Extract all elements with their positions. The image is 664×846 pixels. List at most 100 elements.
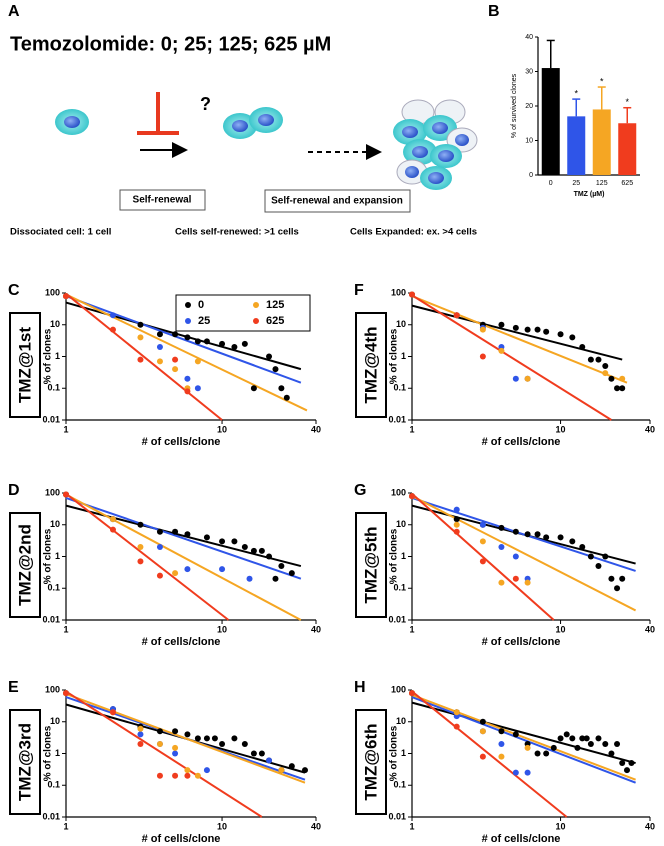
point [595, 735, 602, 742]
point [194, 385, 201, 392]
y-axis-title: % of clones [43, 328, 54, 384]
fit-line [411, 690, 568, 818]
point [301, 767, 308, 774]
point [608, 575, 615, 582]
point [574, 744, 581, 751]
point [109, 516, 116, 523]
box-label: Self-renewal [133, 195, 192, 206]
point [569, 735, 576, 742]
x-tick-label: 1 [63, 821, 68, 831]
point [453, 528, 460, 535]
point [219, 340, 226, 347]
y-axis-title: % of clones [43, 528, 54, 584]
point [272, 575, 279, 582]
point [550, 744, 557, 751]
x-tick-label: 40 [645, 624, 655, 634]
point [250, 547, 257, 554]
y-tick-label: 100 [391, 684, 406, 694]
point [534, 750, 541, 757]
point [156, 728, 163, 735]
point [203, 338, 210, 345]
point [137, 740, 144, 747]
point [231, 538, 238, 545]
point [194, 735, 201, 742]
y-tick-label: 0 [529, 172, 533, 179]
point [63, 293, 69, 300]
legend-box [175, 294, 311, 332]
y-tick-label: 1 [55, 551, 60, 561]
x-axis-title: # of cells/clone [142, 436, 221, 448]
y-tick-label: 0.01 [388, 414, 406, 424]
cell-cluster [393, 99, 478, 190]
point [137, 356, 144, 363]
point [479, 538, 486, 545]
tag-box [9, 312, 41, 418]
y-tick-label: 0.1 [47, 583, 60, 593]
tag: TMZ@5th [361, 526, 380, 603]
point [608, 750, 615, 757]
x-tick-label: 125 [596, 180, 608, 187]
point [453, 516, 460, 523]
bar [592, 109, 611, 175]
point [184, 566, 191, 573]
x-tick-label: 40 [311, 821, 321, 831]
point [614, 585, 621, 592]
legend-label: 125 [266, 299, 284, 311]
y-tick-label: 1 [401, 551, 406, 561]
caption: Cells Expanded: ex. >4 cells [350, 227, 477, 238]
point [219, 566, 226, 573]
point [184, 772, 191, 779]
point [628, 760, 635, 767]
box [119, 189, 206, 211]
point [595, 563, 602, 570]
point [608, 375, 615, 382]
point [543, 534, 550, 541]
point [614, 385, 621, 392]
point [524, 531, 531, 538]
point [172, 331, 179, 338]
point [156, 358, 163, 365]
point [543, 750, 550, 757]
y-tick-label: 100 [391, 487, 406, 497]
point [498, 579, 505, 586]
panel-label: F [354, 282, 364, 299]
point [453, 506, 460, 513]
point [211, 735, 218, 742]
x-tick-label: 40 [645, 424, 655, 434]
point [109, 312, 116, 319]
point [498, 321, 505, 328]
tag: TMZ@3rd [15, 723, 34, 801]
x-tick-label: 1 [63, 424, 68, 434]
tag: TMZ@2nd [15, 524, 34, 606]
point [587, 356, 594, 363]
legend-swatch [253, 302, 259, 308]
y-tick-label: 0.1 [47, 383, 60, 393]
fit-line [65, 292, 223, 421]
point [219, 538, 226, 545]
fit-line [411, 496, 636, 572]
fit-line [411, 294, 612, 421]
x-tick-label: 625 [621, 180, 633, 187]
y-axis-title: % of clones [389, 328, 400, 384]
panel-label: H [354, 679, 366, 696]
point [498, 524, 505, 531]
tag-box [355, 312, 387, 418]
point [453, 709, 460, 716]
point [512, 575, 519, 582]
significance: * [600, 76, 604, 86]
scatter-panel: E TMZ@3rd % of clones 0.01 0.1 1 10 100 1 10 40 # o… [8, 679, 321, 845]
point [453, 312, 460, 319]
x-tick-label: 10 [556, 821, 566, 831]
panel-label: G [354, 482, 366, 499]
point [498, 347, 505, 354]
y-tick-label: 0.1 [47, 780, 60, 790]
fit-line [65, 690, 263, 818]
point [266, 353, 273, 360]
fit-line [65, 293, 308, 412]
scatter-panel: C TMZ@1st % of clones 0.01 0.1 1 10 100 1 10 40 # o… [8, 282, 321, 448]
y-tick-label: 20 [525, 103, 533, 110]
point [479, 521, 486, 528]
point [619, 375, 626, 382]
y-tick-label: 1 [401, 748, 406, 758]
panel-label: C [8, 282, 20, 299]
